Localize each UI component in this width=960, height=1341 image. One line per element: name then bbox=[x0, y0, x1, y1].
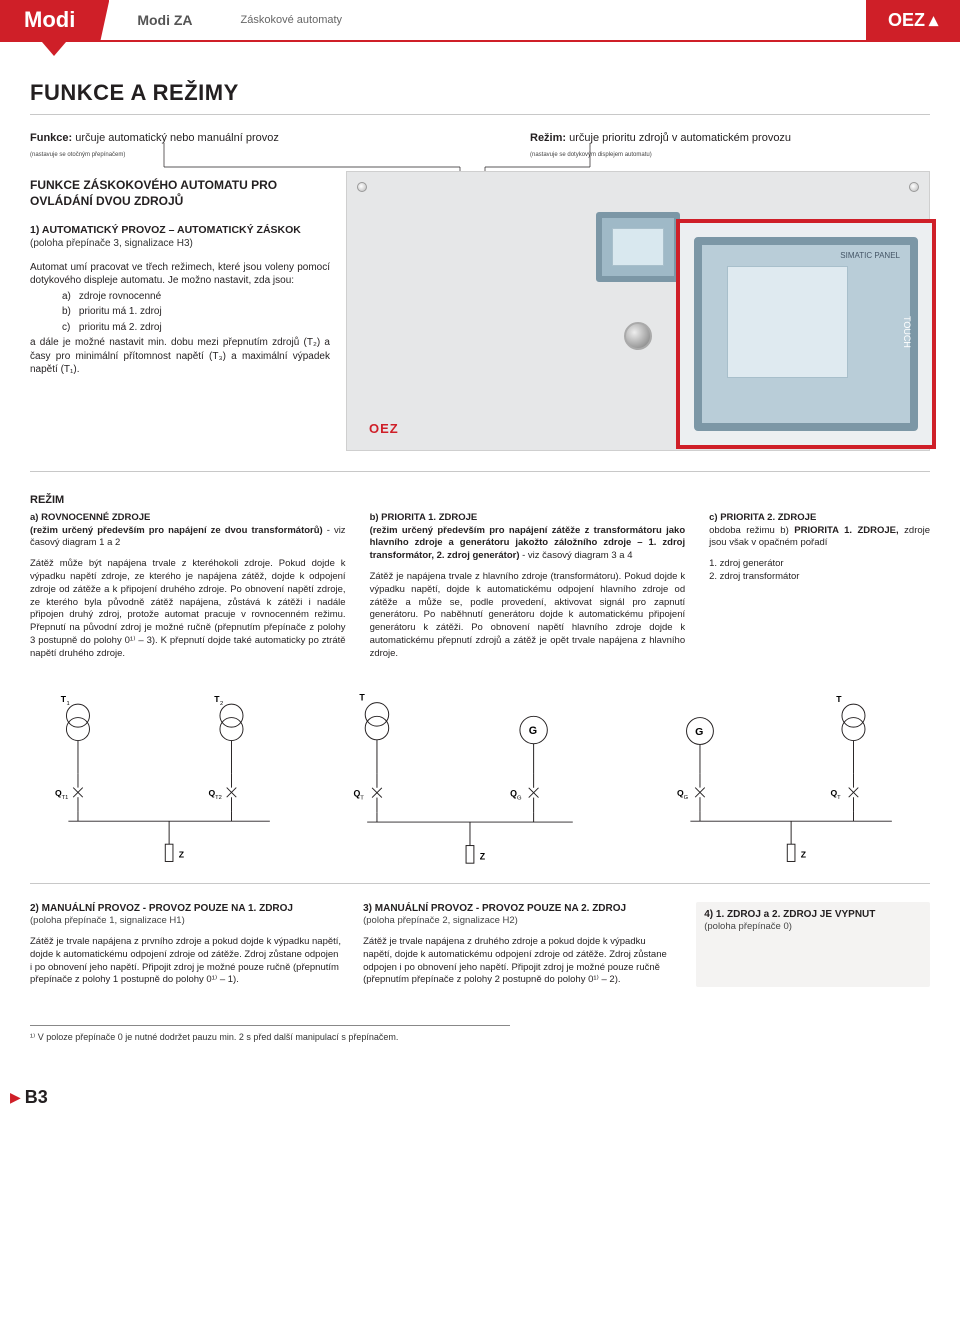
section-body: Automat umí pracovat ve třech režimech, … bbox=[30, 261, 330, 377]
rezim-a-title: a) ROVNOCENNÉ ZDROJE bbox=[30, 512, 150, 523]
bottom-4-title: 4) 1. ZDROJ a 2. ZDROJ JE VYPNUT bbox=[704, 908, 922, 922]
bottom-2-body: Zátěž je trvale napájena z prvního zdroj… bbox=[30, 936, 341, 987]
bottom-2-title: 2) MANUÁLNÍ PROVOZ - PROVOZ POUZE NA 1. … bbox=[30, 902, 341, 916]
zoom-panel: SIMATIC PANEL TOUCH bbox=[694, 237, 918, 431]
rezim-a-sub: (režim určený především pro napájení ze … bbox=[30, 525, 323, 536]
bottom-3-title: 3) MANUÁLNÍ PROVOZ - PROVOZ POUZE NA 2. … bbox=[363, 902, 674, 916]
diagram-1: T1QT1T2QT2Z bbox=[30, 683, 308, 873]
rezim-heading: REŽIM bbox=[0, 472, 960, 512]
list-a: zdroje rovnocenné bbox=[79, 290, 168, 304]
rotary-switch bbox=[624, 322, 652, 350]
svg-text:G: G bbox=[695, 725, 703, 737]
bottom-2-sub: (poloha přepínače 1, signalizace H1) bbox=[30, 915, 341, 928]
section-ol-bold: 1) AUTOMATICKÝ PROVOZ – AUTOMATICKÝ ZÁSK… bbox=[30, 223, 330, 237]
text-column: FUNKCE ZÁSKOKOVÉHO AUTOMATU PRO OVLÁDÁNÍ… bbox=[30, 171, 330, 451]
rezim-c-sub2: PRIORITA 1. ZDROJE, bbox=[794, 525, 898, 536]
svg-text:T: T bbox=[360, 692, 366, 702]
diagram-3: GQGTQTZ bbox=[652, 683, 930, 873]
header-rule bbox=[0, 40, 960, 42]
annot-left-text: určuje automatický nebo manuální provoz bbox=[75, 132, 279, 144]
annot-right-text: určuje prioritu zdrojů v automatickém pr… bbox=[569, 132, 791, 144]
header-brand: Modi bbox=[0, 0, 109, 40]
rezim-c-line2: 2. zdroj transformátor bbox=[709, 571, 799, 582]
svg-text:Z: Z bbox=[179, 849, 185, 859]
svg-text:2: 2 bbox=[220, 701, 223, 707]
diagram-row: T1QT1T2QT2Z TQTGQGZ GQGTQTZ bbox=[0, 661, 960, 883]
header-arrow-icon bbox=[42, 42, 66, 56]
svg-text:T: T bbox=[836, 694, 842, 704]
header-sub1: Modi ZA bbox=[109, 0, 220, 40]
header-logo: OEZ ▴ bbox=[866, 0, 960, 40]
footnote-text: ¹⁾ V poloze přepínače 0 je nutné dodržet… bbox=[30, 1032, 398, 1042]
rezim-b-diag: - viz časový diagram 3 a 4 bbox=[522, 550, 632, 561]
annot-right-bold: Režim: bbox=[530, 132, 566, 144]
bottom-col-3: 3) MANUÁLNÍ PROVOZ - PROVOZ POUZE NA 2. … bbox=[363, 902, 674, 988]
annot-left-sub: (nastavuje se otočným přepínačem) bbox=[30, 152, 125, 158]
bottom-4-sub: (poloha přepínače 0) bbox=[704, 921, 922, 934]
section-body-intro: Automat umí pracovat ve třech režimech, … bbox=[30, 262, 330, 287]
panel-touch-label: TOUCH bbox=[902, 316, 912, 348]
rezim-col-a: a) ROVNOCENNÉ ZDROJE (režim určený přede… bbox=[30, 512, 346, 661]
page-number: B3 bbox=[25, 1087, 48, 1108]
list-c-key: c) bbox=[62, 321, 77, 335]
header-sub2: Záskokové automaty bbox=[221, 0, 363, 40]
mode-list: a)zdroje rovnocenné b)prioritu má 1. zdr… bbox=[30, 288, 170, 337]
annotation-left: Funkce: určuje automatický nebo manuální… bbox=[30, 131, 430, 161]
oez-label: OEZ bbox=[369, 421, 399, 436]
svg-text:Z: Z bbox=[480, 851, 486, 861]
rezim-a-body: Zátěž může být napájena trvale z kterého… bbox=[30, 558, 346, 659]
section-title-line2: OVLÁDÁNÍ DVOU ZDROJŮ bbox=[30, 193, 330, 209]
rezim-columns: a) ROVNOCENNÉ ZDROJE (režim určený přede… bbox=[0, 512, 960, 661]
footer-triangle-icon: ▶ bbox=[10, 1089, 21, 1106]
rezim-b-body: Zátěž je napájena trvale z hlavního zdro… bbox=[370, 571, 686, 659]
bottom-3-body: Zátěž je trvale napájena z druhého zdroj… bbox=[363, 936, 674, 987]
cabinet-display bbox=[596, 212, 680, 282]
logo-text: OEZ bbox=[888, 10, 925, 31]
svg-text:Z: Z bbox=[800, 849, 806, 859]
footnote: ¹⁾ V poloze přepínače 0 je nutné dodržet… bbox=[0, 995, 960, 1053]
section-ol-sub: (poloha přepínače 3, signalizace H3) bbox=[30, 237, 330, 251]
photo-column: OEZ SIMATIC PANEL TOUCH bbox=[346, 171, 930, 451]
annotation-row: Funkce: určuje automatický nebo manuální… bbox=[0, 115, 960, 171]
diagram-2: TQTGQGZ bbox=[328, 683, 632, 873]
bottom-col-2: 2) MANUÁLNÍ PROVOZ - PROVOZ POUZE NA 1. … bbox=[30, 902, 341, 988]
rezim-col-b: b) PRIORITA 1. ZDROJE (režim určený před… bbox=[370, 512, 686, 661]
bottom-3-sub: (poloha přepínače 2, signalizace H2) bbox=[363, 915, 674, 928]
logo-triangle-icon: ▴ bbox=[929, 10, 938, 31]
svg-text:1: 1 bbox=[66, 701, 69, 707]
page-footer: ▶ B3 bbox=[0, 1053, 960, 1122]
annot-left-bold: Funkce: bbox=[30, 132, 72, 144]
bottom-row: 2) MANUÁLNÍ PROVOZ - PROVOZ POUZE NA 1. … bbox=[0, 884, 960, 996]
annotation-right: Režim: určuje prioritu zdrojů v automati… bbox=[470, 131, 930, 161]
rezim-c-sub1: obdoba režimu b) bbox=[709, 525, 794, 536]
section-body-out: a dále je možné nastavit min. dobu mezi … bbox=[30, 337, 330, 375]
page-header: Modi Modi ZA Záskokové automaty OEZ ▴ bbox=[0, 0, 960, 40]
svg-text:T: T bbox=[361, 795, 365, 801]
panel-brand-label: SIMATIC PANEL bbox=[840, 251, 900, 260]
list-c: prioritu má 2. zdroj bbox=[79, 321, 168, 335]
rezim-c-line1: 1. zdroj generátor bbox=[709, 558, 783, 569]
zoom-inset: SIMATIC PANEL TOUCH bbox=[676, 219, 936, 449]
svg-text:G: G bbox=[683, 795, 688, 801]
rezim-col-c: c) PRIORITA 2. ZDROJE obdoba režimu b) P… bbox=[709, 512, 930, 661]
rezim-c-title: c) PRIORITA 2. ZDROJE bbox=[709, 512, 816, 523]
bottom-col-4: 4) 1. ZDROJ a 2. ZDROJ JE VYPNUT (poloha… bbox=[696, 902, 930, 988]
list-b-key: b) bbox=[62, 305, 77, 319]
screw-icon bbox=[357, 182, 367, 192]
stage: FUNKCE ZÁSKOKOVÉHO AUTOMATU PRO OVLÁDÁNÍ… bbox=[0, 171, 960, 471]
svg-text:G: G bbox=[529, 725, 537, 737]
svg-text:T2: T2 bbox=[215, 795, 222, 801]
list-b: prioritu má 1. zdroj bbox=[79, 305, 168, 319]
footnote-rule bbox=[30, 1025, 510, 1026]
list-a-key: a) bbox=[62, 290, 77, 304]
rezim-b-title: b) PRIORITA 1. ZDROJE bbox=[370, 512, 478, 523]
svg-text:G: G bbox=[517, 795, 522, 801]
annot-right-sub: (nastavuje se dotykovým displejem automa… bbox=[530, 152, 652, 158]
screw-icon bbox=[909, 182, 919, 192]
svg-text:T1: T1 bbox=[62, 795, 69, 801]
page-title: FUNKCE A REŽIMY bbox=[0, 56, 960, 114]
svg-text:T: T bbox=[837, 795, 841, 801]
section-title-line1: FUNKCE ZÁSKOKOVÉHO AUTOMATU PRO bbox=[30, 177, 330, 193]
